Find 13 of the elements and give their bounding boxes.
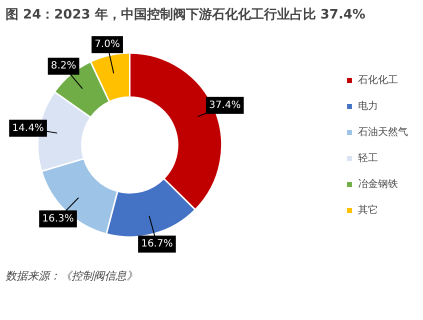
legend-label: 石化化工 xyxy=(358,74,398,86)
legend-label: 石油天然气 xyxy=(358,126,408,138)
data-label: 16.3% xyxy=(42,213,74,224)
data-label: 37.4% xyxy=(208,100,241,111)
source-note: 数据来源：《控制阀信息》 xyxy=(6,270,138,282)
legend-label: 冶金钢铁 xyxy=(358,178,398,190)
legend-label: 电力 xyxy=(358,100,378,112)
data-label: 8.2% xyxy=(50,60,76,72)
chart-title: 图 24：2023 年，中国控制阀下游石化化工行业占比 37.4% xyxy=(6,8,366,22)
data-label: 7.0% xyxy=(94,39,120,50)
legend-label: 其它 xyxy=(358,204,378,216)
data-label: 16.7% xyxy=(141,238,173,250)
legend-label: 轻工 xyxy=(358,152,378,164)
